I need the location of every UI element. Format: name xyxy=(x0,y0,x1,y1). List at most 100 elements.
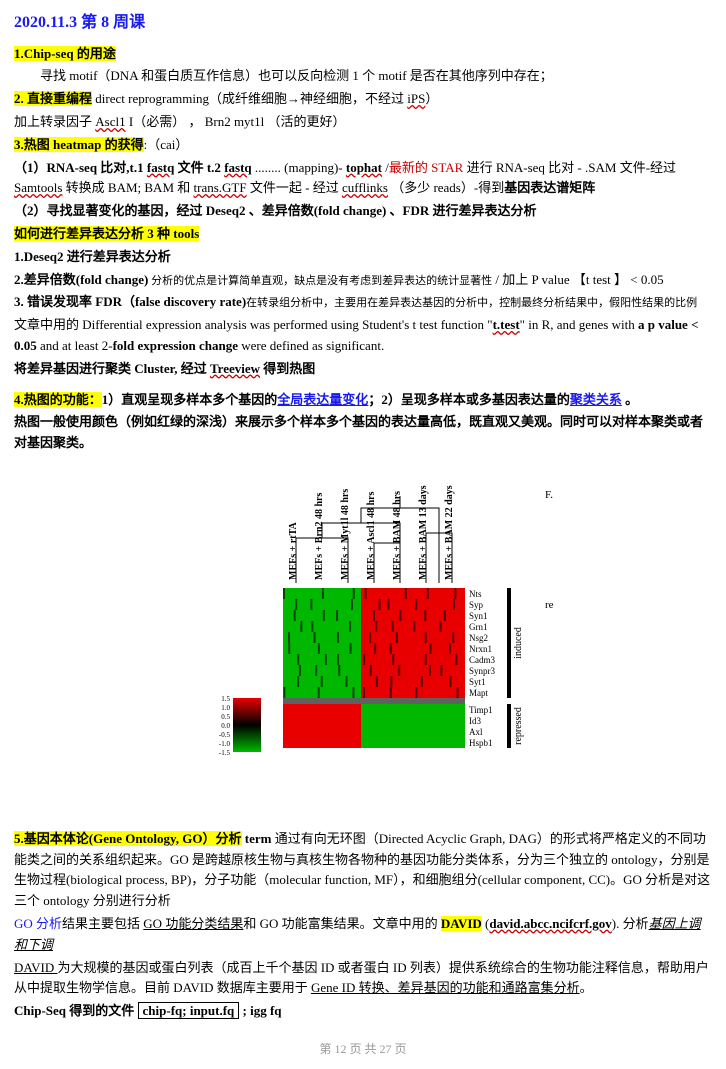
svg-text:0.0: 0.0 xyxy=(221,722,230,730)
svg-text:Axl: Axl xyxy=(469,727,483,737)
ips-text: iPS xyxy=(407,91,425,106)
svg-text:repressed: repressed xyxy=(513,707,524,745)
s5-txt2: 结果主要包括 xyxy=(62,916,143,931)
s4-2link[interactable]: 聚类关系 xyxy=(570,392,622,407)
treeview: Treeview xyxy=(210,361,260,376)
svg-text:Mapt: Mapt xyxy=(469,688,488,698)
fastq1: fastq xyxy=(147,160,174,175)
s4-1b: 直观呈现多样本多个基因的 xyxy=(121,392,277,407)
sec1-head: 1.Chip-seq 的用途 xyxy=(14,46,116,61)
s5-txt7: 。 xyxy=(580,980,593,995)
svg-text:MEFs + Ascl1 48 hrs: MEFs + Ascl1 48 hrs xyxy=(366,491,377,580)
sec2-end: ） xyxy=(425,91,438,106)
svg-text:-1.5: -1.5 xyxy=(219,749,231,757)
svg-text:re: re xyxy=(545,599,554,611)
sec5-head: 5.基因本体论(Gene Ontology, GO）分析 xyxy=(14,831,242,846)
fold: fold expression change xyxy=(113,338,238,353)
svg-text:MEFs + Brn2 48 hrs: MEFs + Brn2 48 hrs xyxy=(314,492,325,579)
go2: GO 功能分类结果 xyxy=(143,916,243,931)
s4-1link[interactable]: 全局表达量变化 xyxy=(277,392,368,407)
s3-1d: / xyxy=(382,160,389,175)
svg-text:1.0: 1.0 xyxy=(221,704,230,712)
cufflinks: cufflinks xyxy=(342,180,388,195)
svg-text:-1.0: -1.0 xyxy=(219,740,231,748)
s4-2a: ；2）呈现多样本或多基因表达量的 xyxy=(368,392,570,407)
svg-text:Nts: Nts xyxy=(469,589,482,599)
s3-2: （2）寻找显著变化的基因，经过 Deseq2 、差异倍数(fold change… xyxy=(14,201,712,222)
sec4-head: 4.热图的功能： xyxy=(14,392,102,407)
s3-1c: ........ (mapping)- xyxy=(252,160,346,175)
s5-txt5: ). 分析 xyxy=(612,916,649,931)
david-url[interactable]: david.abcc.ncifcrf.gov xyxy=(489,916,611,931)
s3-1g: 文件一起 - 经过 xyxy=(247,180,342,195)
svg-text:MEFs + Myt1l 48 hrs: MEFs + Myt1l 48 hrs xyxy=(340,489,351,580)
svg-text:Grn1: Grn1 xyxy=(469,622,488,632)
svg-text:F.: F. xyxy=(545,489,553,501)
s4-2end: 。 xyxy=(622,392,638,407)
geneid: Gene ID 转换、差异基因的功能和通路富集分析 xyxy=(311,980,580,995)
fastq2: fastq xyxy=(224,160,251,175)
s3-cluster2: 得到热图 xyxy=(260,361,315,376)
s3-txt4: were defined as significant. xyxy=(238,338,384,353)
svg-text:Syp: Syp xyxy=(469,600,484,610)
svg-text:Timp1: Timp1 xyxy=(469,705,493,715)
heatmap-svg: MEFs + rtTA MEFs + Brn2 48 hrs MEFs + Myt1… xyxy=(153,468,573,808)
svg-text:0.5: 0.5 xyxy=(221,713,230,721)
s4-1a: 1） xyxy=(102,392,122,407)
svg-text:Hspb1: Hspb1 xyxy=(469,738,493,748)
svg-text:1.5: 1.5 xyxy=(221,695,230,703)
s3-1a: （1）RNA-seq 比对,t.1 xyxy=(14,160,147,175)
svg-text:Cadm3: Cadm3 xyxy=(469,655,495,665)
s3-1h: （多少 reads）-得到 xyxy=(388,180,504,195)
s3-t3a: 3. 错误发现率 FDR（false discovery rate) xyxy=(14,294,246,309)
s3-tools: 如何进行差异表达分析 3 种 tools xyxy=(14,226,199,241)
sec2-head: 2. 直接重编程 xyxy=(14,91,92,106)
s5-txt3: 和 GO 功能富集结果。文章中用的 xyxy=(243,916,441,931)
go1: GO 分析 xyxy=(14,916,62,931)
svg-text:MEFs + BAM 13 days: MEFs + BAM 13 days xyxy=(418,485,429,580)
chip-after: ; igg fq xyxy=(239,1003,281,1018)
s3-txt3: and at least 2- xyxy=(37,338,113,353)
trans: trans.GTF xyxy=(194,180,247,195)
page-footer: 第 12 页 共 27 页 xyxy=(14,1040,712,1059)
svg-text:Nsg2: Nsg2 xyxy=(469,633,488,643)
s3-t2b: 分析的优点是计算简单直观，缺点是没有考虑到差异表达的统计显著性 xyxy=(148,275,492,287)
s3-1b: 文件 t.2 xyxy=(174,160,224,175)
ascl1-text: Ascl1 xyxy=(95,114,125,129)
heatmap-figure: MEFs + rtTA MEFs + Brn2 48 hrs MEFs + Myt1… xyxy=(14,468,712,815)
s3-1f: 转换成 BAM; BAM 和 xyxy=(62,180,193,195)
s3-1e: 进行 RNA-seq 比对 - .SAM 文件-经过 xyxy=(463,160,676,175)
chip-lbl: Chip-Seq 得到的文件 xyxy=(14,1003,138,1018)
david: DAVID xyxy=(441,916,482,931)
s3-cluster1: 将差异基因进行聚类 Cluster, 经过 xyxy=(14,361,210,376)
sec2-after: direct reprogramming（成纤维细胞→神经细胞，不经过 xyxy=(92,91,407,106)
page-title: 2020.11.3 第 8 周课 xyxy=(14,10,712,36)
star: 最新的 STAR xyxy=(389,160,463,175)
sec3-head: 3.热图 heatmap 的获得 xyxy=(14,137,144,152)
sec2-line2b: I（必需） ， Brn2 myt1l （活的更好） xyxy=(126,114,346,129)
s3-t2a: 2.差异倍数(fold change) xyxy=(14,272,148,287)
svg-text:induced: induced xyxy=(513,627,524,659)
svg-text:MEFs + BAM 48 hrs: MEFs + BAM 48 hrs xyxy=(392,491,403,580)
tophat: tophat xyxy=(346,160,382,175)
sec1-line1: 寻找 motif（DNA 和蛋白质互作信息）也可以反向检测 1 个 motif … xyxy=(14,66,712,87)
david2: DAVID xyxy=(14,960,57,975)
s4-desc: 热图一般使用颜色（例如红绿的深浅）来展示多个样本多个基因的表达量高低，既直观又美… xyxy=(14,412,712,454)
ttest: t.test xyxy=(493,317,520,332)
sec2-line2a: 加上转录因子 xyxy=(14,114,95,129)
chip-box: chip-fq; input.fq xyxy=(138,1002,240,1019)
svg-text:Nrxn1: Nrxn1 xyxy=(469,644,492,654)
svg-text:MEFs + rtTA: MEFs + rtTA xyxy=(288,521,299,580)
svg-text:Synpr3: Synpr3 xyxy=(469,666,496,676)
s3-txt1: 文章中用的 Differential expression analysis w… xyxy=(14,317,493,332)
sec3-after: :（cai） xyxy=(144,137,189,152)
s3-t2c: / 加上 P value 【t test 】 < 0.05 xyxy=(492,272,664,287)
svg-text:Syt1: Syt1 xyxy=(469,677,486,687)
svg-text:Id3: Id3 xyxy=(469,716,481,726)
s5-term: term xyxy=(242,831,275,846)
svg-text:Syn1: Syn1 xyxy=(469,611,488,621)
svg-text:-0.5: -0.5 xyxy=(219,731,231,739)
svg-text:MEFs + BAM 22 days: MEFs + BAM 22 days xyxy=(444,485,455,580)
samtools: Samtools xyxy=(14,180,62,195)
s3-t1: 1.Deseq2 进行差异表达分析 xyxy=(14,247,712,268)
